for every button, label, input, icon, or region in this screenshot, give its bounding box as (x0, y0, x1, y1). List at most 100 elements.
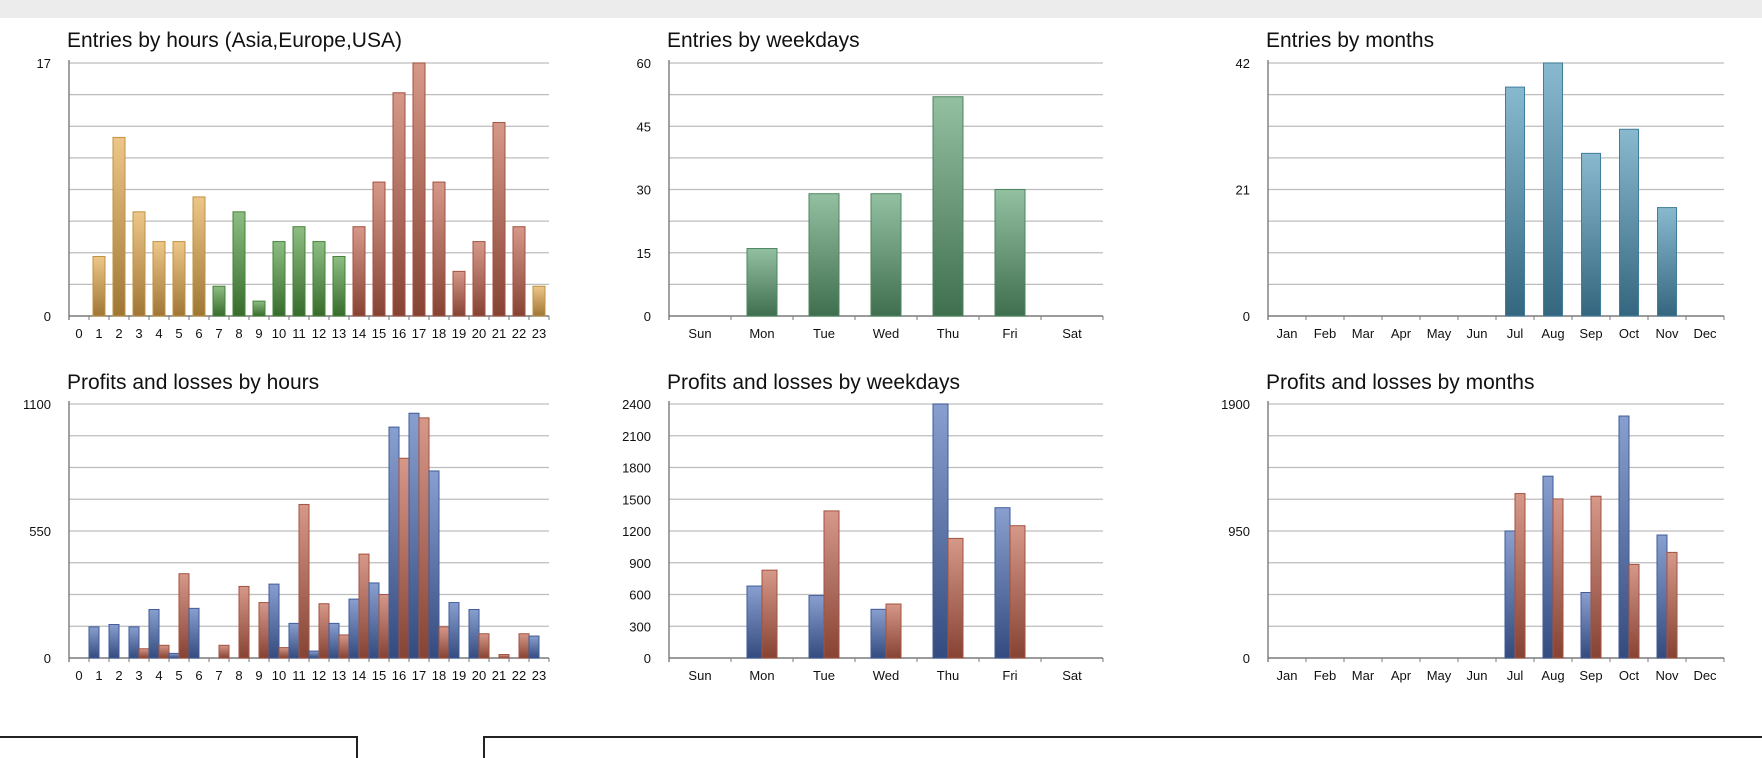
bar (512, 226, 526, 317)
x-tick-label: 13 (332, 668, 346, 683)
bar (932, 96, 964, 317)
x-tick-label: 9 (255, 326, 262, 341)
x-tick-label: Jan (1277, 668, 1298, 683)
y-tick-label: 2400 (622, 397, 651, 412)
chart-title: Entries by weekdays (667, 29, 860, 52)
bar-profit (1656, 534, 1668, 659)
y-tick-label: 15 (637, 246, 651, 261)
x-tick-label: Mar (1352, 668, 1375, 683)
y-tick-label: 45 (637, 119, 651, 134)
x-tick-label: Sep (1579, 326, 1602, 341)
bar-loss (498, 654, 510, 659)
bar (492, 122, 506, 317)
x-tick-label: 12 (312, 326, 326, 341)
x-tick-label: 8 (235, 326, 242, 341)
bar (1619, 128, 1639, 317)
y-tick-label: 1500 (622, 492, 651, 507)
x-tick-label: 4 (155, 326, 162, 341)
x-tick-label: Jun (1467, 668, 1488, 683)
bar-loss (1009, 525, 1026, 659)
bar-profit (268, 583, 280, 659)
bar (152, 241, 166, 317)
x-tick-label: Nov (1655, 668, 1679, 683)
bar-loss (418, 417, 430, 659)
x-tick-label: 14 (352, 326, 366, 341)
window-top-strip (0, 0, 1762, 18)
x-tick-label: 17 (412, 326, 426, 341)
bar (92, 255, 106, 317)
bar (472, 241, 486, 317)
x-tick-label: Dec (1693, 668, 1717, 683)
y-tick-label: 1900 (1221, 397, 1250, 412)
chart-entries-by-months: Entries by months 0 21 42 Jan Feb Mar Apr May Jun… (1236, 29, 1725, 341)
x-tick-label: 3 (135, 668, 142, 683)
bar (212, 285, 226, 317)
x-tick-label: 15 (372, 668, 386, 683)
x-tick-label: Jun (1467, 326, 1488, 341)
x-tick-label: 0 (75, 668, 82, 683)
x-tick-label: 18 (432, 668, 446, 683)
x-tick-label: Jan (1277, 326, 1298, 341)
bar-profit (932, 403, 949, 659)
bar-profit (528, 635, 540, 659)
x-tick-label: Oct (1619, 668, 1640, 683)
x-tick-label: 15 (372, 326, 386, 341)
x-tick-label: 5 (175, 326, 182, 341)
y-tick-label: 60 (637, 56, 651, 71)
bar-profit (1504, 530, 1516, 659)
x-tick-label: 21 (492, 668, 506, 683)
x-tick-label: 19 (452, 668, 466, 683)
bar-profit (428, 470, 440, 659)
bar-loss (1590, 495, 1602, 659)
bar (252, 300, 266, 317)
y-tick-label: 0 (44, 309, 51, 324)
bar-loss (298, 503, 310, 659)
bar-loss (1628, 563, 1640, 659)
bar-loss (378, 594, 390, 659)
bar-profit (870, 608, 887, 659)
bar-loss (438, 626, 450, 659)
x-tick-label: Mon (749, 668, 774, 683)
x-tick-label: Feb (1314, 326, 1336, 341)
x-tick-label: Sun (688, 668, 711, 683)
x-tick-label: 3 (135, 326, 142, 341)
x-tick-label: Apr (1391, 326, 1412, 341)
chart-entries-by-weekdays: Entries by weekdays 0 15 30 45 60 Sun Mon Tue Wed… (637, 29, 1104, 341)
bar (870, 193, 902, 317)
x-tick-label: Oct (1619, 326, 1640, 341)
x-tick-label: Sun (688, 326, 711, 341)
chart-title: Profits and losses by months (1266, 371, 1534, 394)
y-tick-label: 0 (1243, 651, 1250, 666)
bar-loss (823, 510, 840, 659)
bar-loss (138, 648, 150, 659)
bar-profit (148, 609, 160, 659)
bar-profit (1618, 415, 1630, 659)
y-tick-label: 600 (629, 588, 651, 603)
x-tick-label: 22 (512, 668, 526, 683)
x-tick-label: Nov (1655, 326, 1679, 341)
bar-profit (448, 602, 460, 659)
bar (808, 193, 840, 317)
bar-profit (168, 652, 180, 659)
x-tick-label: Fri (1002, 668, 1017, 683)
bar-loss (278, 647, 290, 659)
bar-loss (1552, 498, 1564, 659)
x-tick-label: 7 (215, 668, 222, 683)
bar (312, 241, 326, 317)
bar-loss (885, 603, 902, 659)
y-tick-label: 2100 (622, 429, 651, 444)
bottom-right-panel (483, 736, 1762, 758)
x-tick-label: Feb (1314, 668, 1336, 683)
bar (112, 136, 126, 317)
bar (372, 181, 386, 317)
bar (1505, 86, 1525, 317)
bar (192, 196, 206, 317)
bar-profit (1542, 475, 1554, 659)
y-tick-label: 30 (637, 183, 651, 198)
x-tick-label: 23 (532, 326, 546, 341)
x-tick-label: Sat (1062, 326, 1082, 341)
bar-loss (1514, 493, 1526, 659)
x-tick-label: Fri (1002, 326, 1017, 341)
